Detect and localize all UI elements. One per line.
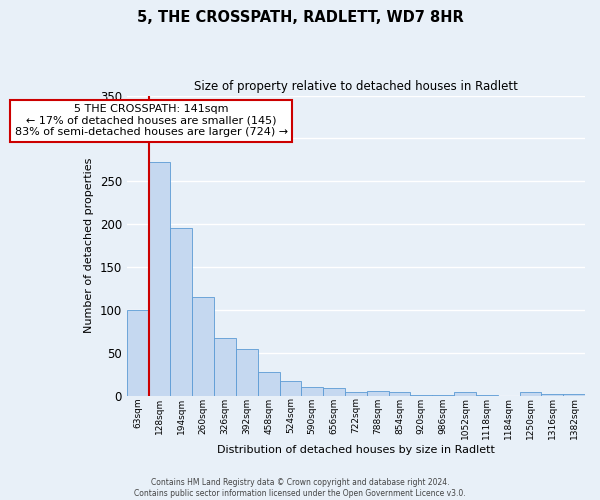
Bar: [170, 228, 192, 396]
Text: Contains HM Land Registry data © Crown copyright and database right 2024.
Contai: Contains HM Land Registry data © Crown c…: [134, 478, 466, 498]
Bar: [280, 382, 301, 396]
Bar: [410, 395, 432, 396]
Bar: [323, 388, 345, 396]
Bar: [454, 392, 476, 396]
Bar: [367, 391, 389, 396]
Bar: [236, 348, 257, 396]
Title: Size of property relative to detached houses in Radlett: Size of property relative to detached ho…: [194, 80, 518, 93]
Bar: [192, 297, 214, 396]
Text: 5, THE CROSSPATH, RADLETT, WD7 8HR: 5, THE CROSSPATH, RADLETT, WD7 8HR: [137, 10, 463, 25]
Bar: [214, 338, 236, 396]
Bar: [476, 395, 498, 396]
Bar: [127, 310, 149, 396]
Bar: [149, 162, 170, 396]
Bar: [301, 388, 323, 396]
Bar: [345, 392, 367, 396]
Bar: [563, 394, 585, 396]
Bar: [432, 395, 454, 396]
Bar: [520, 392, 541, 396]
Text: 5 THE CROSSPATH: 141sqm
← 17% of detached houses are smaller (145)
83% of semi-d: 5 THE CROSSPATH: 141sqm ← 17% of detache…: [14, 104, 288, 138]
Bar: [257, 372, 280, 396]
Y-axis label: Number of detached properties: Number of detached properties: [84, 158, 94, 334]
Bar: [541, 394, 563, 396]
X-axis label: Distribution of detached houses by size in Radlett: Distribution of detached houses by size …: [217, 445, 495, 455]
Bar: [389, 392, 410, 396]
